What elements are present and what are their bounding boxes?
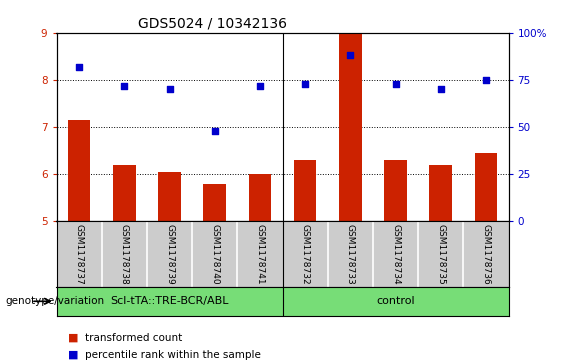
Text: ■: ■ (68, 333, 79, 343)
Point (301, 81, 310, 86)
Text: Scl-tTA::TRE-BCR/ABL: Scl-tTA::TRE-BCR/ABL (110, 296, 229, 306)
Text: GSM1178740: GSM1178740 (210, 224, 219, 285)
Point (210, 128, 219, 134)
Text: percentile rank within the sample: percentile rank within the sample (85, 350, 260, 360)
Text: GSM1178739: GSM1178739 (165, 224, 174, 285)
Bar (384, 160, 407, 221)
Text: ■: ■ (68, 350, 79, 360)
Bar (203, 184, 226, 221)
Text: GSM1178732: GSM1178732 (301, 224, 310, 285)
Text: GSM1178741: GSM1178741 (255, 224, 264, 285)
Text: transformed count: transformed count (85, 333, 182, 343)
Text: GSM1178734: GSM1178734 (391, 224, 400, 285)
Point (346, 52, 355, 58)
Text: GSM1178737: GSM1178737 (75, 224, 84, 285)
Text: GSM1178733: GSM1178733 (346, 224, 355, 285)
Point (120, 83, 129, 89)
Text: control: control (376, 296, 415, 306)
Bar (68, 120, 90, 221)
Point (481, 77, 490, 83)
Point (255, 83, 264, 89)
Text: GSM1178738: GSM1178738 (120, 224, 129, 285)
Bar (475, 153, 497, 221)
Text: GSM1178736: GSM1178736 (481, 224, 490, 285)
Bar (294, 160, 316, 221)
Point (75, 64, 84, 70)
Point (165, 86, 174, 92)
Text: GDS5024 / 10342136: GDS5024 / 10342136 (138, 16, 287, 30)
Bar (429, 165, 452, 221)
Bar (113, 165, 136, 221)
Bar (158, 172, 181, 221)
Point (391, 81, 400, 86)
Bar (339, 33, 362, 221)
Text: GSM1178735: GSM1178735 (436, 224, 445, 285)
Point (436, 86, 445, 92)
Bar (249, 174, 271, 221)
Text: genotype/variation: genotype/variation (6, 296, 105, 306)
